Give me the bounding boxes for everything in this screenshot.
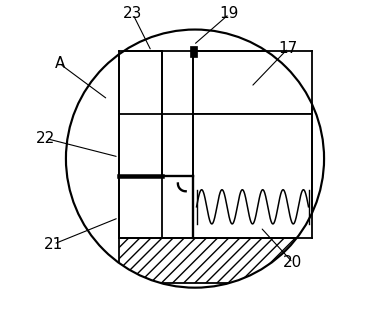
Text: 17: 17	[279, 41, 298, 56]
Polygon shape	[193, 114, 312, 238]
Text: A: A	[55, 56, 65, 71]
Polygon shape	[119, 51, 162, 238]
Text: 20: 20	[284, 255, 303, 270]
Text: 22: 22	[36, 131, 55, 146]
Text: 19: 19	[220, 7, 239, 21]
Polygon shape	[119, 238, 312, 283]
Text: 21: 21	[44, 237, 63, 252]
Text: 23: 23	[123, 7, 142, 21]
Bar	[190, 46, 197, 57]
Polygon shape	[193, 51, 312, 114]
